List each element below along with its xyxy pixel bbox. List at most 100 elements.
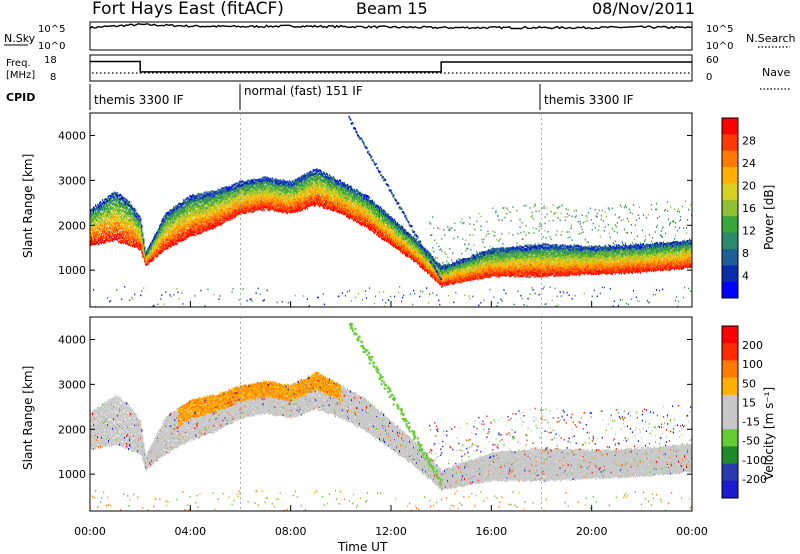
power-cell xyxy=(134,217,135,219)
power-cell xyxy=(105,201,106,203)
power-cell xyxy=(194,210,195,212)
power-cell xyxy=(173,294,174,296)
freq-tick-top: 18 xyxy=(44,55,57,66)
power-cell xyxy=(164,219,165,221)
power-cell xyxy=(194,218,195,220)
power-cell xyxy=(139,215,140,217)
nave-label: Nave xyxy=(762,66,790,79)
power-cell xyxy=(164,230,165,232)
nsearch-tick-bottom: 10^0 xyxy=(706,41,733,52)
power-cell xyxy=(134,212,135,214)
power-cell xyxy=(105,230,106,232)
nave-tick-bottom: 0 xyxy=(706,72,712,83)
power-cell xyxy=(165,291,166,293)
freq-panel-frame xyxy=(90,55,692,81)
power-cell xyxy=(157,304,158,306)
power-cell xyxy=(105,214,106,216)
power-cell xyxy=(170,296,171,298)
power-cell xyxy=(112,240,113,242)
power-cell xyxy=(194,231,195,233)
power-cell xyxy=(212,227,213,229)
power-cell xyxy=(132,298,133,300)
power-cell xyxy=(117,192,118,194)
power-cell xyxy=(116,289,117,291)
power-cell xyxy=(134,240,135,242)
power-cell xyxy=(105,241,106,243)
power-cell xyxy=(134,210,135,212)
power-cell xyxy=(164,235,165,237)
power-cell xyxy=(140,295,141,297)
power-cell xyxy=(134,294,135,296)
cpid-segment-2: normal (fast) 151 IF xyxy=(244,84,363,98)
power-cell xyxy=(194,226,195,228)
power-scatter xyxy=(90,116,692,308)
power-cell xyxy=(105,198,106,200)
power-cell xyxy=(164,238,165,240)
nsky-label: N.Sky xyxy=(4,32,36,45)
power-cell xyxy=(129,299,130,301)
power-cell xyxy=(194,198,195,200)
power-cell xyxy=(169,294,170,296)
power-cell xyxy=(134,243,135,245)
power-cell xyxy=(164,244,165,246)
power-cell xyxy=(93,289,94,291)
power-cell xyxy=(143,241,144,243)
nsky-line xyxy=(90,24,692,29)
power-cell xyxy=(178,298,179,300)
nsky-tick-top: 10^5 xyxy=(38,24,65,35)
nave-tick-top: 60 xyxy=(706,55,719,66)
freq-series xyxy=(90,62,692,72)
power-cell xyxy=(105,219,106,221)
power-cell xyxy=(218,298,219,300)
power-cell xyxy=(142,232,143,234)
power-cell xyxy=(182,303,183,305)
power-cell xyxy=(107,297,108,299)
power-cell xyxy=(144,249,145,251)
power-cell xyxy=(194,295,195,297)
power-cell xyxy=(105,225,106,227)
cpid-segment-3: themis 3300 IF xyxy=(544,93,634,107)
date-label: 08/Nov/2011 xyxy=(592,0,695,18)
power-cell xyxy=(111,220,112,222)
power-cell xyxy=(135,210,136,212)
power-cell xyxy=(110,300,111,302)
power-cell xyxy=(181,292,182,294)
power-cell xyxy=(143,239,144,241)
power-cell xyxy=(164,242,165,244)
power-cell xyxy=(134,229,135,231)
beam-label: Beam 15 xyxy=(356,0,428,18)
cpid-segment-1: themis 3300 IF xyxy=(94,93,184,107)
power-cell xyxy=(117,239,118,241)
power-cell xyxy=(105,237,106,239)
power-cell xyxy=(194,213,195,215)
power-cell xyxy=(163,303,164,305)
power-cell xyxy=(134,235,135,237)
power-cell xyxy=(105,239,106,241)
nsky-series xyxy=(90,24,692,29)
power-cell xyxy=(177,291,178,293)
power-cell xyxy=(144,246,145,248)
power-cell xyxy=(134,233,135,235)
power-cell xyxy=(153,305,154,307)
freq-label-line1: Freq. xyxy=(6,58,31,69)
radar-title: Fort Hays East (fitACF) xyxy=(92,0,284,19)
freq-step-line xyxy=(90,62,692,72)
power-cell xyxy=(121,299,122,301)
power-cell xyxy=(143,287,144,289)
nsearch-tick-top: 10^5 xyxy=(706,24,733,35)
power-cell xyxy=(200,290,201,292)
power-cell xyxy=(176,288,177,290)
power-cell xyxy=(105,206,106,208)
nsearch-label: N.Search xyxy=(746,32,796,45)
power-cell xyxy=(219,295,220,297)
power-cell xyxy=(141,225,142,227)
power-cell xyxy=(164,248,165,250)
power-cell xyxy=(194,207,195,209)
power-cell xyxy=(213,294,214,296)
power-cell xyxy=(194,196,195,198)
power-cell xyxy=(105,235,106,237)
power-cell xyxy=(164,215,165,217)
power-cell xyxy=(141,229,142,231)
power-cell xyxy=(131,205,132,207)
